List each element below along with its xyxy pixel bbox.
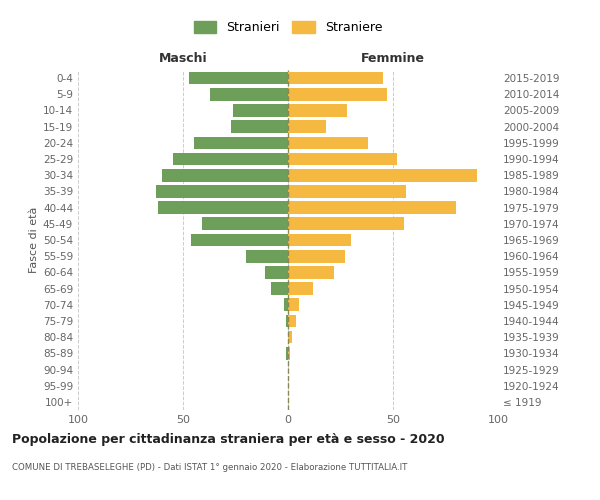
Bar: [288, 185, 406, 198]
Bar: [288, 298, 299, 311]
Bar: [284, 298, 288, 311]
Bar: [162, 169, 288, 181]
Bar: [288, 72, 383, 85]
Bar: [286, 314, 288, 328]
Bar: [265, 266, 288, 278]
Bar: [246, 250, 288, 262]
Text: Maschi: Maschi: [158, 52, 208, 65]
Bar: [210, 88, 288, 101]
Bar: [288, 218, 404, 230]
Bar: [288, 104, 347, 117]
Text: Popolazione per cittadinanza straniera per età e sesso - 2020: Popolazione per cittadinanza straniera p…: [12, 432, 445, 446]
Bar: [158, 202, 288, 214]
Bar: [288, 347, 290, 360]
Bar: [191, 234, 288, 246]
Bar: [193, 136, 288, 149]
Bar: [288, 88, 387, 101]
Bar: [288, 331, 292, 344]
Bar: [202, 218, 288, 230]
Text: Femmine: Femmine: [361, 52, 425, 65]
Bar: [173, 152, 288, 166]
Bar: [189, 72, 288, 85]
Bar: [288, 169, 477, 181]
Legend: Stranieri, Straniere: Stranieri, Straniere: [187, 15, 389, 40]
Bar: [233, 104, 288, 117]
Bar: [288, 202, 456, 214]
Bar: [288, 152, 397, 166]
Bar: [288, 136, 368, 149]
Bar: [288, 120, 326, 133]
Bar: [288, 234, 351, 246]
Bar: [232, 120, 288, 133]
Bar: [288, 266, 334, 278]
Y-axis label: Fasce di età: Fasce di età: [29, 207, 39, 273]
Bar: [288, 250, 345, 262]
Bar: [288, 282, 313, 295]
Bar: [286, 347, 288, 360]
Bar: [288, 314, 296, 328]
Bar: [155, 185, 288, 198]
Bar: [271, 282, 288, 295]
Text: COMUNE DI TREBASELEGHE (PD) - Dati ISTAT 1° gennaio 2020 - Elaborazione TUTTITAL: COMUNE DI TREBASELEGHE (PD) - Dati ISTAT…: [12, 462, 407, 471]
